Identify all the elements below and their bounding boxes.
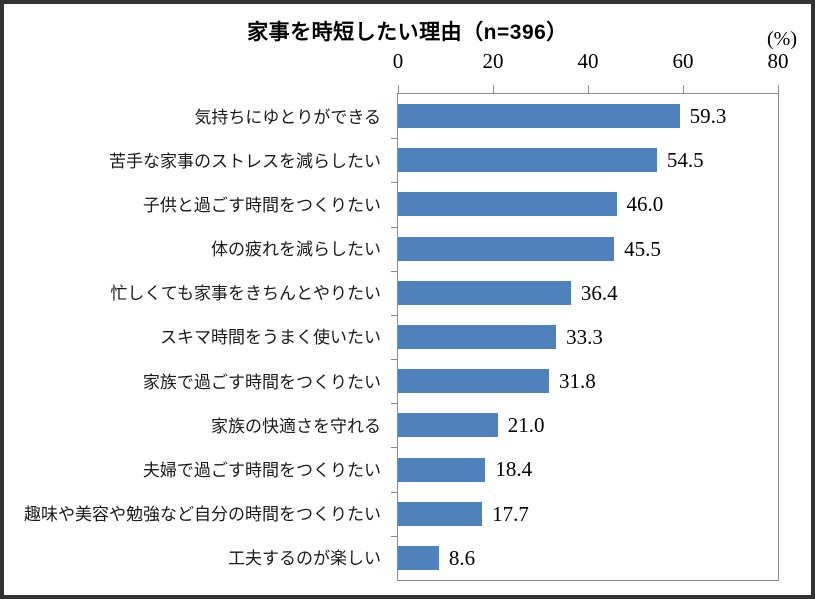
x-axis-tick-label: 60 <box>672 49 694 73</box>
unit-label: (%) <box>767 28 797 50</box>
category-label: 苦手な家事のストレスを減らしたい <box>109 151 381 171</box>
bar <box>398 280 571 305</box>
bar <box>398 369 550 394</box>
chart-title: 家事を時短したい理由（n=396） <box>247 21 568 44</box>
bar <box>398 457 486 482</box>
y-axis-tick-mark <box>391 270 397 272</box>
category-label: 忙しくても家事をきちんとやりたい <box>110 284 381 304</box>
bar <box>398 413 498 438</box>
x-axis-tick-label: 20 <box>482 49 504 73</box>
x-axis-tick-mark <box>683 85 684 93</box>
chart-row: 54.5 <box>398 138 778 182</box>
y-axis-tick-mark <box>391 491 397 493</box>
category-label: 子供と過ごす時間をつくりたい <box>142 195 381 215</box>
value-label: 31.8 <box>559 369 596 394</box>
bar <box>398 236 615 261</box>
chart-row: 45.5 <box>398 227 778 271</box>
y-axis-tick-mark <box>391 138 397 140</box>
x-axis-tick-mark <box>493 85 494 93</box>
bar <box>398 104 680 129</box>
category-label: スキマ時間をうまく使いたい <box>160 328 381 348</box>
value-label: 33.3 <box>566 324 603 349</box>
chart-row: 46.0 <box>398 182 778 226</box>
category-label: 家族で過ごす時間をつくりたい <box>142 372 381 392</box>
x-axis-tick-label: 40 <box>577 49 599 73</box>
x-axis-tick-mark <box>778 85 779 93</box>
category-label: 気持ちにゆとりができる <box>194 107 381 127</box>
chart-row: 8.6 <box>398 536 778 580</box>
y-axis-tick-mark <box>391 314 397 316</box>
x-axis-tick-mark <box>398 85 399 93</box>
category-labels: 気持ちにゆとりができる苦手な家事のストレスを減らしたい子供と過ごす時間をつくりた… <box>4 93 389 579</box>
y-axis-tick-mark <box>391 403 397 405</box>
category-label: 趣味や美容や勉強など自分の時間をつくりたい <box>24 505 381 525</box>
value-label: 54.5 <box>666 148 704 173</box>
category-label: 体の疲れを減らしたい <box>211 240 381 260</box>
value-label: 8.6 <box>448 545 476 570</box>
value-label: 45.5 <box>624 236 661 261</box>
value-label: 18.4 <box>495 457 533 482</box>
x-axis-tick-label: 80 <box>767 49 789 73</box>
category-label: 夫婦で過ごす時間をつくりたい <box>142 461 381 481</box>
y-axis-tick-mark <box>391 182 397 184</box>
y-axis-tick-mark <box>391 447 397 449</box>
y-axis-tick-mark <box>391 226 397 228</box>
value-label: 46.0 <box>626 192 664 217</box>
bar <box>398 545 439 570</box>
value-label: 17.7 <box>492 501 529 526</box>
x-axis-tick-mark <box>588 85 589 93</box>
x-axis-tick-label: 0 <box>392 49 404 73</box>
value-label: 36.4 <box>580 280 618 305</box>
chart-row: 33.3 <box>398 315 778 359</box>
chart-row: 17.7 <box>398 492 778 536</box>
value-label: 59.3 <box>689 104 727 128</box>
chart-row: 59.3 <box>398 94 778 138</box>
bar <box>398 192 617 217</box>
chart-row: 36.4 <box>398 271 778 315</box>
chart-row: 18.4 <box>398 447 778 491</box>
bar <box>398 324 557 349</box>
category-label: 家族の快適さを守れる <box>211 416 381 436</box>
value-label: 21.0 <box>507 413 545 438</box>
y-axis-tick-mark <box>391 535 397 537</box>
y-axis-tick-mark <box>391 359 397 361</box>
bar <box>398 501 483 526</box>
bar <box>398 148 657 173</box>
plot-area: 59.3 54.5 46.0 45.5 36.4 33.3 31.8 21.0 18.4 17.7… <box>391 85 779 581</box>
chart-row: 21.0 <box>398 403 778 447</box>
chart-row: 31.8 <box>398 359 778 403</box>
category-label: 工夫するのが楽しい <box>228 549 381 569</box>
